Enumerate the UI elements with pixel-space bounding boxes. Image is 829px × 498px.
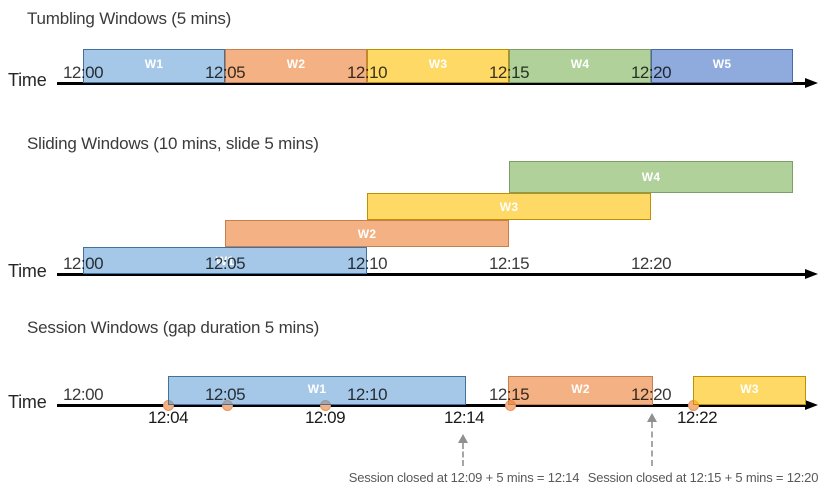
- tick-label: 12:05: [204, 385, 246, 404]
- tick-label: 12:10: [346, 63, 388, 82]
- window-box-tumbling-w3: [367, 49, 509, 83]
- time-axis-line: [57, 404, 806, 407]
- time-axis-line: [57, 82, 806, 85]
- section-title-session: Session Windows (gap duration 5 mins): [27, 318, 320, 337]
- time-axis-label: Time: [8, 392, 47, 412]
- window-box-tumbling-w4: [509, 49, 651, 83]
- window-box-tumbling-w5: [651, 49, 793, 83]
- window-label: W2: [286, 57, 306, 71]
- window-box-tumbling-w1: [83, 49, 225, 83]
- session-closed-note: Session closed at 12:09 + 5 mins = 12:14: [348, 470, 580, 485]
- window-label: W1: [215, 254, 235, 268]
- window-label: W4: [641, 170, 661, 184]
- window-box-sliding-w2: [225, 220, 509, 247]
- window-box-tumbling-w2: [225, 49, 367, 83]
- annotation-arrow-line: [651, 422, 653, 466]
- window-label: W5: [712, 57, 732, 71]
- section-title-sliding: Sliding Windows (10 mins, slide 5 mins): [27, 134, 319, 153]
- window-box-sliding-w4: [509, 161, 793, 193]
- window-label: W3: [499, 200, 519, 214]
- annotation-arrowhead-icon: [458, 434, 468, 443]
- event-time-label: 12:04: [147, 408, 189, 427]
- session-closed-note: Session closed at 12:15 + 5 mins = 12:20: [587, 470, 819, 485]
- tick-label: 12:15: [488, 63, 530, 82]
- window-label: W2: [571, 382, 590, 396]
- tick-label: 12:10: [346, 254, 388, 273]
- tick-label: 12:15: [488, 254, 530, 273]
- window-box-sliding-w1: [83, 247, 367, 274]
- tick-label: 12:20: [630, 385, 672, 404]
- section-title-tumbling: Tumbling Windows (5 mins): [27, 9, 232, 28]
- event-time-label: 12:22: [676, 408, 718, 427]
- window-label: W3: [428, 57, 448, 71]
- window-box-session-w2: [508, 376, 653, 405]
- annotation-arrowhead-icon: [647, 413, 657, 422]
- tick-label: 12:20: [630, 63, 672, 82]
- time-axis-line: [57, 273, 806, 276]
- time-axis-label: Time: [8, 70, 47, 90]
- time-axis-arrowhead: [805, 399, 818, 410]
- tick-label: 12:10: [346, 385, 388, 404]
- window-label: W4: [570, 57, 590, 71]
- window-label: W2: [357, 227, 377, 241]
- window-label: W3: [740, 382, 759, 396]
- window-box-session-w3: [693, 376, 806, 405]
- time-axis-label: Time: [8, 261, 47, 281]
- window-label: W1: [144, 57, 164, 71]
- tick-label: 12:05: [204, 63, 246, 82]
- time-axis-arrowhead: [805, 268, 818, 279]
- window-box-sliding-w3: [367, 193, 651, 220]
- tick-label: 12:20: [630, 254, 672, 273]
- tick-label: 12:15: [488, 385, 530, 404]
- event-time-label: 12:14: [443, 408, 485, 427]
- event-time-label: 12:09: [304, 408, 346, 427]
- tick-label: 12:05: [204, 254, 246, 273]
- window-label: W1: [307, 382, 327, 396]
- tick-label: 12:00: [62, 254, 104, 273]
- time-axis-arrowhead: [805, 77, 818, 88]
- tick-label: 12:00: [62, 385, 104, 404]
- tick-label: 12:00: [62, 63, 104, 82]
- window-box-session-w1: [168, 376, 466, 405]
- annotation-arrow-line: [462, 443, 464, 466]
